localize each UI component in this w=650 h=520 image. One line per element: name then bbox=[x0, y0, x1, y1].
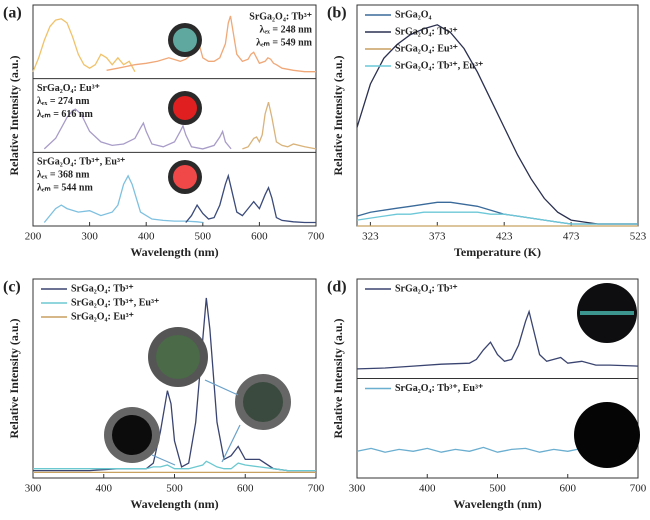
annotation: λₑₓ = 248 nm bbox=[260, 24, 313, 35]
line bbox=[43, 174, 203, 224]
legend-label: SrGa₂O₄: Tb³⁺, Eu³⁺ bbox=[395, 60, 483, 71]
photos bbox=[104, 23, 640, 468]
annotation: λₑₘ = 616 nm bbox=[37, 109, 93, 120]
x-tick-label: 600 bbox=[237, 483, 254, 495]
x-tick-label: 600 bbox=[251, 231, 268, 243]
photo-a1-sample bbox=[173, 28, 197, 52]
arrow bbox=[151, 454, 176, 466]
photo-d2 bbox=[574, 402, 640, 468]
legend-label: SrGa₂O₄: Tb³⁺, Eu³⁺ bbox=[71, 297, 159, 308]
arrow bbox=[204, 379, 239, 396]
x-tick-label: 700 bbox=[308, 483, 325, 495]
photo-d1-glow bbox=[580, 311, 634, 315]
line bbox=[33, 460, 316, 472]
x-tick-label: 473 bbox=[563, 231, 580, 243]
annotation: SrGa₂O₄: Tb³⁺, Eu³⁺ bbox=[37, 157, 125, 168]
x-axis-label: Temperature (K) bbox=[454, 245, 541, 259]
plot-frame bbox=[356, 4, 639, 227]
annotation: λₑₘ = 549 nm bbox=[256, 37, 312, 48]
x-tick-label: 500 bbox=[489, 483, 506, 495]
annotation: λₑₓ = 274 nm bbox=[37, 96, 90, 107]
panel-label: (d) bbox=[327, 279, 347, 296]
photo-a2-sample bbox=[173, 96, 197, 120]
annotation: λₑₓ = 368 nm bbox=[37, 170, 90, 181]
photo-a3-sample bbox=[173, 165, 197, 189]
x-tick-label: 700 bbox=[630, 483, 647, 495]
legend-label: SrGa₂O₄: Eu³⁺ bbox=[395, 43, 458, 54]
x-tick-label: 300 bbox=[25, 483, 42, 495]
legend-label: SrGa₂O₄ bbox=[395, 9, 432, 20]
line bbox=[356, 211, 638, 225]
annotation: SrGa₂O₄: Eu³⁺ bbox=[37, 83, 100, 94]
photo-c3-sample bbox=[243, 382, 283, 422]
legend-label: SrGa₂O₄: Tb³⁺, Eu³⁺ bbox=[395, 383, 483, 394]
line bbox=[242, 102, 317, 150]
x-tick-label: 400 bbox=[138, 231, 155, 243]
legend-label: SrGa₂O₄: Tb³⁺ bbox=[395, 26, 458, 37]
legend-label: SrGa₂O₄: Eu³⁺ bbox=[71, 311, 134, 322]
x-tick-label: 600 bbox=[560, 483, 577, 495]
panel-label: (c) bbox=[3, 279, 21, 296]
photo-c2-sample bbox=[112, 415, 152, 455]
x-tick-label: 200 bbox=[25, 231, 42, 243]
y-axis-label: Relative Intensity (a.u.) bbox=[7, 56, 21, 176]
panel-label: (b) bbox=[327, 5, 347, 22]
x-axis-label: Wavelength (nm) bbox=[130, 497, 218, 511]
arrow bbox=[221, 424, 241, 463]
x-axis-label: Wavelength (nm) bbox=[453, 497, 541, 511]
legend-label: SrGa₂O₄: Tb³⁺ bbox=[71, 283, 134, 294]
x-tick-label: 300 bbox=[81, 231, 98, 243]
plot-frame bbox=[32, 4, 317, 227]
annotation: SrGa₂O₄: Tb³⁺ bbox=[249, 11, 312, 22]
x-tick-label: 500 bbox=[166, 483, 183, 495]
x-tick-label: 700 bbox=[308, 231, 325, 243]
y-axis-label: Relative Intensity (a.u.) bbox=[331, 56, 345, 176]
y-axis-label: Relative Intensity (a.u.) bbox=[331, 319, 345, 439]
x-tick-label: 400 bbox=[419, 483, 436, 495]
x-tick-label: 400 bbox=[96, 483, 113, 495]
photo-c1-sample bbox=[156, 335, 200, 379]
annotation: λₑₘ = 544 nm bbox=[37, 183, 93, 194]
line bbox=[185, 173, 316, 224]
x-tick-label: 423 bbox=[496, 231, 513, 243]
line bbox=[43, 108, 232, 150]
line bbox=[356, 201, 638, 225]
line bbox=[356, 309, 639, 370]
x-tick-label: 323 bbox=[362, 231, 379, 243]
legend-label: SrGa₂O₄: Tb³⁺ bbox=[395, 283, 458, 294]
line bbox=[106, 15, 316, 73]
panel-label: (a) bbox=[3, 5, 22, 22]
x-tick-label: 500 bbox=[195, 231, 212, 243]
line bbox=[356, 24, 638, 225]
x-axis-label: Wavelength (nm) bbox=[130, 245, 218, 259]
x-tick-label: 523 bbox=[630, 231, 647, 243]
x-tick-label: 373 bbox=[429, 231, 446, 243]
y-axis-label: Relative Intensity (a.u.) bbox=[7, 319, 21, 439]
line bbox=[32, 18, 136, 73]
x-tick-label: 300 bbox=[349, 483, 366, 495]
